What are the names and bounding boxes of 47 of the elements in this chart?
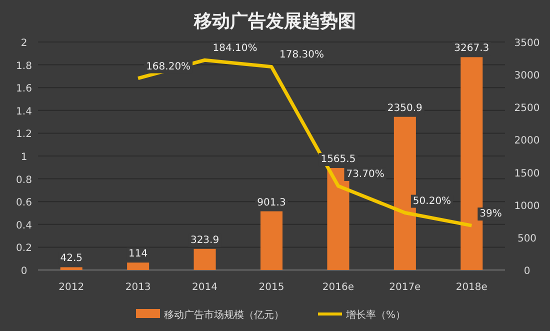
- data-label: 184.10%: [212, 43, 258, 54]
- x-tick-label: 2018e: [456, 282, 488, 293]
- y2-tick-label: 2500: [514, 103, 540, 114]
- bar: [260, 211, 283, 270]
- y-tick-label: 1.8: [16, 60, 32, 72]
- x-tick-label: 2017e: [389, 282, 421, 293]
- y-tick-label: 1.4: [16, 106, 32, 118]
- data-label: 2350.9: [387, 102, 422, 114]
- y2-tick-label: 3500: [514, 38, 540, 49]
- data-label: 42.5: [60, 253, 82, 264]
- y2-tick-label: 0: [524, 266, 530, 277]
- x-tick-label: 2015: [258, 282, 284, 293]
- x-tick-label: 2016e: [322, 282, 354, 293]
- y-tick-label: 1.6: [16, 84, 32, 95]
- data-label: 114: [128, 248, 148, 260]
- data-label: 50.20%: [412, 196, 452, 207]
- data-label: 1565.5: [320, 154, 356, 166]
- y2-tick-label: 500: [517, 233, 537, 244]
- data-label: 168.20%: [146, 61, 191, 72]
- data-label: 3267.3: [454, 43, 490, 54]
- data-label: 39%: [480, 208, 502, 220]
- y2-tick-label: 3000: [514, 70, 540, 82]
- x-tick-label: 2012: [58, 282, 84, 293]
- y-tick-label: 0.4: [16, 220, 32, 232]
- y-tick-label: 0.8: [16, 174, 32, 186]
- y-tick-label: 0.6: [16, 198, 32, 209]
- bar: [60, 267, 82, 270]
- y-tick-label: 1.2: [16, 129, 32, 140]
- y-tick-label: 1: [20, 152, 28, 163]
- y-tick-label: 0.2: [16, 243, 32, 254]
- y-tick-label: 0: [20, 266, 28, 277]
- bar: [127, 262, 150, 270]
- y-tick-label: 2: [20, 38, 28, 49]
- chart-title: 移动广告发展趋势图: [193, 11, 356, 32]
- legend-label: 增长率（%）: [345, 309, 406, 321]
- data-label: 901.3: [257, 197, 286, 208]
- y2-tick-label: 1000: [514, 200, 540, 212]
- line-series: [136, 58, 474, 228]
- legend-label: 移动广告市场规模（亿元）: [164, 309, 284, 321]
- x-tick-label: 2014: [192, 282, 218, 293]
- data-label: 323.9: [190, 234, 220, 246]
- data-label: 73.70%: [346, 168, 384, 180]
- bar: [194, 248, 216, 270]
- y2-tick-label: 2000: [514, 136, 540, 147]
- x-tick-label: 2013: [125, 282, 151, 293]
- data-label: 178.30%: [280, 50, 324, 61]
- y2-tick-label: 1500: [514, 168, 540, 180]
